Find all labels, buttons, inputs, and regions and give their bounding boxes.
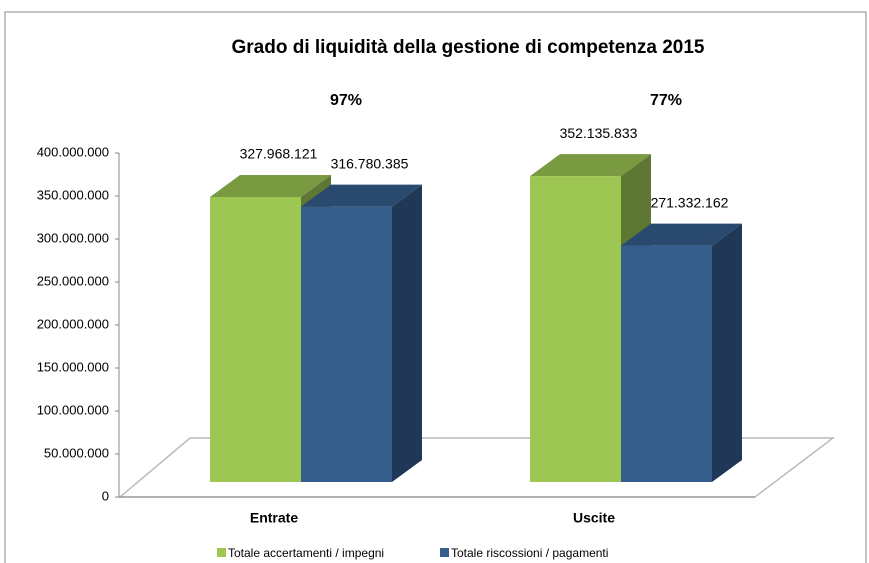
bar-face: [530, 176, 621, 482]
y-tick-label: 200.000.000: [37, 316, 109, 331]
y-tick-label: 50.000.000: [44, 445, 109, 460]
legend-label: Totale riscossioni / pagamenti: [451, 546, 608, 560]
bar-face: [210, 174, 331, 197]
legend-swatch: [440, 548, 449, 557]
value-label: 327.968.121: [240, 146, 318, 162]
chart-title: Grado di liquidità della gestione di com…: [232, 37, 705, 58]
y-tick-label: 100.000.000: [37, 402, 109, 417]
legend-swatch: [217, 548, 226, 557]
y-tick-label: 0: [102, 488, 109, 503]
legend-label: Totale accertamenti / impegni: [228, 546, 384, 560]
y-tick-label: 400.000.000: [37, 144, 109, 159]
x-tick-label: Entrate: [250, 510, 298, 526]
value-label: 352.135.833: [560, 125, 638, 141]
value-label: 271.332.162: [651, 194, 729, 210]
x-tick-label: Uscite: [573, 510, 615, 526]
bar-face: [301, 184, 422, 207]
bar-face: [530, 154, 651, 177]
bar: [621, 223, 742, 482]
bar: [301, 184, 422, 483]
annotation: 97%: [330, 92, 362, 109]
bar-face: [210, 196, 301, 482]
annotation: 77%: [650, 92, 682, 109]
y-tick-label: 300.000.000: [37, 230, 109, 245]
value-label: 316.780.385: [331, 155, 409, 171]
y-tick-label: 150.000.000: [37, 359, 109, 374]
bar-face: [392, 184, 422, 483]
bar-face: [621, 223, 742, 246]
y-tick-label: 250.000.000: [37, 273, 109, 288]
bar-face: [621, 245, 712, 482]
bar-face: [301, 206, 392, 483]
bar-face: [712, 223, 742, 482]
frame: [4, 11, 867, 563]
y-tick-label: 350.000.000: [37, 187, 109, 202]
